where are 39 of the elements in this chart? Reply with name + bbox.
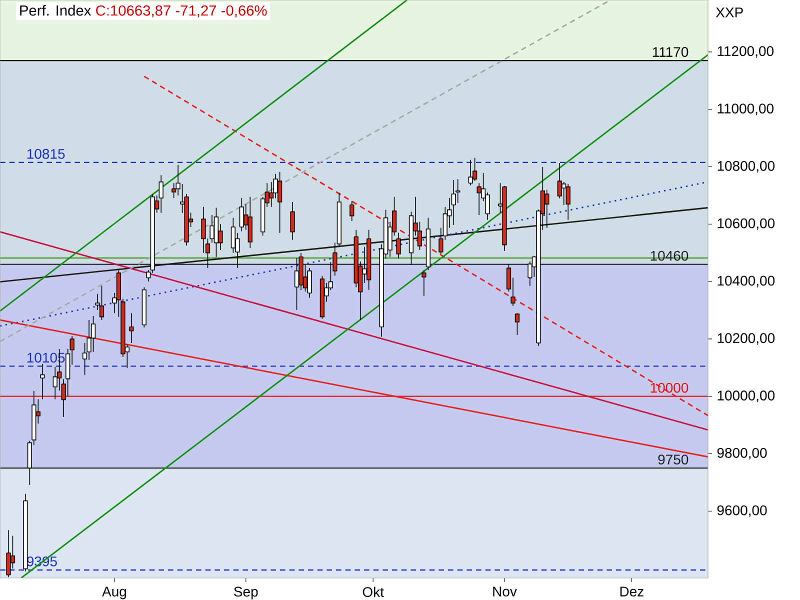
ref-line-label: 10000 — [650, 382, 688, 393]
candlestick — [158, 174, 164, 214]
text: XXP — [716, 8, 743, 18]
y-tick-label: 11000,00 — [718, 104, 774, 116]
candlestick — [514, 312, 520, 336]
candlestick — [6, 530, 11, 578]
x-tick-label: Aug — [102, 586, 126, 600]
ref-line-label: 11170 — [652, 47, 688, 57]
candlestick — [99, 285, 104, 320]
candlestick — [40, 364, 45, 400]
y-tick-label: 10400,00 — [718, 276, 775, 288]
x-tick-label: Dez — [620, 586, 644, 596]
x-tick-label: Okt — [362, 586, 384, 598]
y-tick-label: 9800,00 — [717, 448, 767, 460]
chart-title: Perf. Index — [20, 4, 92, 16]
x-tick-label: Nov — [493, 586, 517, 596]
candlestick — [129, 312, 134, 344]
candlestick — [290, 202, 295, 240]
y-tick-label: 9600,00 — [717, 505, 767, 517]
candlestick — [307, 268, 312, 298]
candlestick — [278, 172, 282, 234]
candlestick — [422, 270, 426, 296]
ref-line-label: 9750 — [658, 454, 688, 464]
chart-subtitle: C:10663,87 -71,27 -0,66% — [96, 5, 267, 18]
ref-line-label: 10815 — [27, 148, 65, 159]
candlestick — [468, 159, 473, 186]
x-tick-label: Sep — [234, 586, 258, 600]
candlestick — [239, 198, 244, 232]
y-tick-label: 11200,00 — [718, 46, 774, 58]
y-tick-label: 10000,00 — [718, 390, 775, 402]
y-tick-label: 10800,00 — [718, 160, 775, 173]
candlestick — [472, 157, 478, 182]
candlestick — [396, 232, 401, 259]
candlestick — [544, 189, 550, 228]
y-tick-label: 10600,00 — [718, 218, 775, 230]
y-tick-label: 10200,00 — [718, 333, 775, 345]
candlestick — [451, 180, 456, 226]
candlestick — [350, 200, 354, 222]
candlestick — [566, 184, 570, 220]
